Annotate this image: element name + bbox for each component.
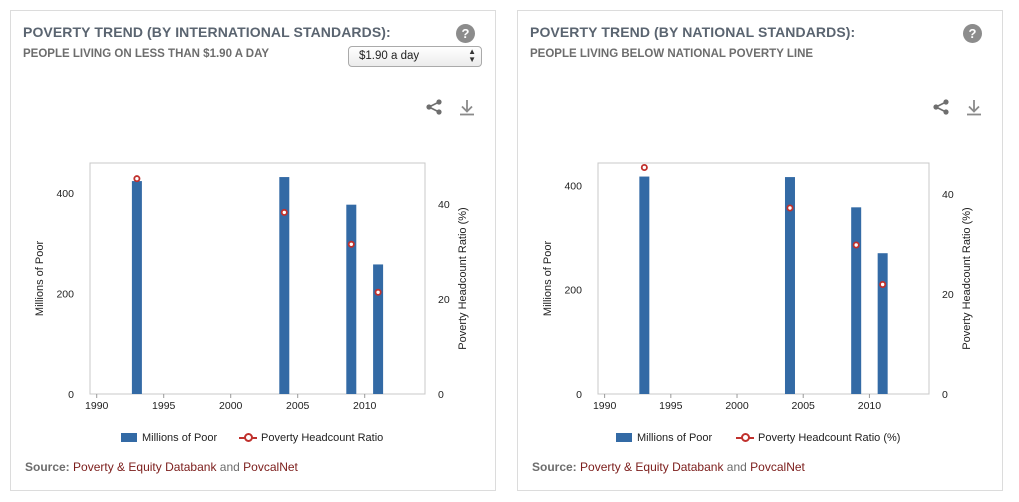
question-icon[interactable]: ?	[963, 24, 982, 43]
y-axis-label: Millions of Poor	[542, 241, 554, 317]
poverty-international-panel: POVERTY TREND (BY INTERNATIONAL STANDARD…	[10, 10, 496, 491]
source-conjunction: and	[219, 460, 240, 474]
y-tick-label: 400	[564, 180, 582, 192]
bar-millions-of-poor	[131, 181, 142, 394]
plot-frame	[597, 162, 930, 395]
panel-subtitle: PEOPLE LIVING ON LESS THAN $1.90 A DAY	[23, 48, 270, 60]
point-headcount-ratio	[280, 208, 288, 216]
source-note: Source: Poverty & Equity Databank and Po…	[25, 460, 298, 474]
x-tick-label: 1995	[152, 400, 176, 412]
y2-axis-label: Poverty Headcount Ratio (%)	[961, 207, 973, 349]
x-tick-label: 2010	[858, 400, 882, 412]
bar-millions-of-poor	[346, 204, 357, 394]
legend-item-millions[interactable]: Millions of Poor	[121, 432, 217, 444]
poverty-line-select-value: $1.90 a day	[359, 50, 420, 62]
source-prefix: Source:	[25, 460, 70, 474]
y2-tick-label: 40	[438, 199, 450, 211]
y-tick-label: 200	[56, 289, 74, 301]
point-headcount-ratio	[374, 288, 382, 296]
poverty-chart-national: 1990 1995 2000 2005 2010 0 200 400 0 20 40 Millions…	[542, 162, 973, 412]
legend-bar-swatch	[616, 433, 632, 442]
share-icon[interactable]	[425, 99, 443, 115]
bar-millions-of-poor	[639, 176, 650, 394]
legend-item-millions[interactable]: Millions of Poor	[616, 432, 712, 444]
bar-millions-of-poor	[877, 253, 888, 394]
x-tick-label: 2000	[219, 400, 243, 412]
download-icon[interactable]	[459, 99, 475, 116]
source-link-povcalnet[interactable]: PovcalNet	[750, 460, 805, 474]
y2-axis-label: Poverty Headcount Ratio (%)	[457, 207, 469, 349]
bar-millions-of-poor	[279, 177, 290, 394]
bar-millions-of-poor	[373, 264, 384, 394]
y2-tick-label: 0	[438, 389, 444, 401]
legend-label: Millions of Poor	[637, 432, 713, 444]
point-headcount-ratio	[640, 163, 648, 171]
y-tick-label: 0	[576, 389, 582, 401]
legend-label: Poverty Headcount Ratio	[261, 432, 384, 444]
x-tick-label: 1990	[593, 400, 617, 412]
source-note: Source: Poverty & Equity Databank and Po…	[532, 460, 805, 474]
legend-item-headcount[interactable]: Poverty Headcount Ratio	[239, 432, 383, 444]
y-tick-label: 200	[564, 285, 582, 297]
poverty-national-panel: POVERTY TREND (BY NATIONAL STANDARDS): P…	[517, 10, 1003, 491]
legend-bar-swatch	[121, 433, 137, 442]
source-prefix: Source:	[532, 460, 577, 474]
source-link-databank[interactable]: Poverty & Equity Databank	[580, 460, 724, 474]
x-tick-label: 2005	[286, 400, 310, 412]
panel-subtitle: PEOPLE LIVING BELOW NATIONAL POVERTY LIN…	[530, 48, 814, 60]
x-tick-label: 2000	[725, 400, 749, 412]
point-headcount-ratio	[786, 204, 794, 212]
y2-tick-label: 0	[942, 389, 948, 401]
y-tick-label: 0	[68, 389, 74, 401]
point-headcount-ratio	[133, 175, 141, 183]
point-headcount-ratio	[347, 240, 355, 248]
bar-millions-of-poor	[784, 177, 795, 394]
y2-tick-label: 20	[942, 289, 954, 301]
x-tick-label: 1995	[659, 400, 683, 412]
y-axis-label: Millions of Poor	[34, 241, 46, 317]
point-headcount-ratio	[879, 280, 887, 288]
select-arrows-icon: ▲ ▼	[468, 47, 476, 64]
share-icon[interactable]	[932, 99, 950, 115]
question-icon[interactable]: ?	[456, 24, 475, 43]
legend-label: Millions of Poor	[142, 432, 218, 444]
point-headcount-ratio	[852, 241, 860, 249]
poverty-line-select[interactable]: $1.90 a day ▲ ▼	[348, 46, 482, 67]
legend-line-swatch	[239, 433, 257, 442]
legend-item-headcount[interactable]: Poverty Headcount Ratio (%)	[736, 432, 900, 444]
x-tick-label: 2010	[353, 400, 377, 412]
panel-title: POVERTY TREND (BY INTERNATIONAL STANDARD…	[23, 24, 391, 40]
x-tick-label: 2005	[792, 400, 816, 412]
x-tick-label: 1990	[85, 400, 109, 412]
y2-tick-label: 20	[438, 294, 450, 306]
y-tick-label: 400	[56, 188, 74, 200]
legend-line-swatch	[736, 433, 754, 442]
source-link-databank[interactable]: Poverty & Equity Databank	[73, 460, 217, 474]
legend-label: Poverty Headcount Ratio (%)	[758, 432, 901, 444]
panel-title: POVERTY TREND (BY NATIONAL STANDARDS):	[530, 24, 856, 40]
source-link-povcalnet[interactable]: PovcalNet	[243, 460, 298, 474]
source-conjunction: and	[726, 460, 747, 474]
plot-frame	[89, 162, 426, 395]
bar-millions-of-poor	[851, 207, 862, 394]
poverty-chart-international: 1990 1995 2000 2005 2010 0 200 400 0 20 40 Millions…	[34, 162, 469, 412]
download-icon[interactable]	[966, 99, 982, 116]
y2-tick-label: 40	[942, 189, 954, 201]
